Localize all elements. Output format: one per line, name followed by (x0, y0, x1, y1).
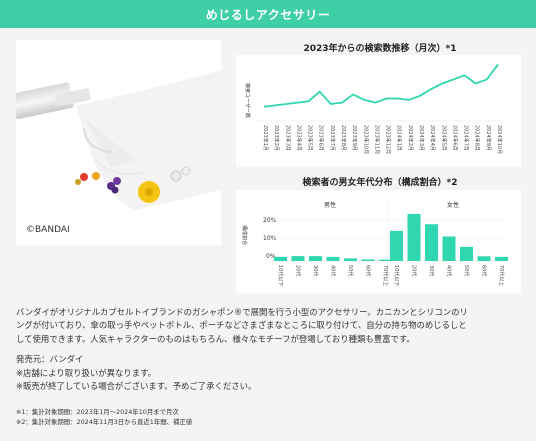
trend-xtick: 2023年7月 (329, 125, 336, 151)
age-xtick: 10代以下 (277, 265, 284, 286)
ytick-20: 20% (263, 217, 277, 224)
bar-female-6 (495, 256, 508, 261)
copyright-text: ©BANDAI (26, 225, 70, 235)
gender-chart: 構成割合 20% 10% 0% 男性 女性 10代以下 20代 30代 40代 50代 6… (236, 190, 521, 293)
bar-female-5 (477, 256, 491, 261)
bar-male-2 (309, 256, 322, 261)
age-xtick: 50代 (463, 265, 470, 276)
bar-male-3 (326, 256, 340, 261)
age-xtick: 30代 (312, 265, 319, 276)
age-xtick: 20代 (295, 265, 302, 276)
trend-xtick: 2023年1月 (262, 125, 269, 151)
footnote-2: ※2：集計対象期間：2024年11月3日から直近1年間、補正値 (16, 418, 193, 426)
trend-ylabel: 検索ユーザー数 (244, 83, 251, 118)
age-xtick: 60代 (481, 265, 488, 276)
age-xtick: 70代以上 (382, 265, 389, 286)
trend-xtick: 2023年5月 (307, 125, 314, 151)
gender-chart-svg: 構成割合 20% 10% 0% 男性 女性 10代以下 20代 30代 40代 50代 6… (241, 200, 508, 287)
header-bar: めじるしアクセサリー (0, 0, 536, 28)
age-xtick: 50代 (347, 265, 354, 276)
product-photo: ©BANDAI (16, 40, 221, 245)
footnote-1: ※1：集計対象期間：2023年1月〜2024年10月まで月次 (16, 408, 179, 416)
ytick-10: 10% (263, 235, 277, 242)
gender-ylabel: 構成割合 (241, 225, 248, 245)
trend-xtick: 2024年7月 (463, 125, 470, 151)
trend-xtick: 2023年2月 (273, 125, 280, 151)
gender-chart-title: 検索者の男女年代分布（構成割合）*2 (302, 178, 458, 188)
bar-female-4 (460, 246, 473, 261)
trend-xtick: 2024年5月 (440, 125, 447, 151)
age-xtick: 70代以上 (498, 265, 505, 286)
trend-chart-svg: 検索ユーザー数 2023年1月 2023年2月 2023年3月 2023年4月 2023… (244, 63, 504, 154)
bar-female-3 (442, 236, 456, 261)
age-xtick: 30代 (428, 265, 435, 276)
trend-xtick: 2023年10月 (362, 125, 369, 154)
bar-male-0 (274, 256, 287, 261)
trend-xtick: 2023年4月 (295, 125, 302, 151)
female-group-label: 女性 (447, 201, 459, 209)
trend-xtick: 2023年6月 (318, 125, 325, 151)
trend-xtick: 2024年4月 (429, 125, 436, 151)
trend-xtick: 2024年8月 (474, 125, 481, 151)
trend-xtick: 2024年6月 (451, 125, 458, 151)
bar-female-0 (390, 230, 403, 261)
product-illustration (16, 70, 221, 210)
age-xtick: 40代 (446, 265, 453, 276)
trend-xtick: 2024年3月 (418, 125, 425, 151)
seller-line-2: ※店舗により取り扱いが異なります。 (16, 367, 157, 378)
trend-xtick: 2023年12月 (385, 125, 392, 154)
trend-series-line (263, 63, 499, 108)
trend-xtick: 2024年1月 (396, 125, 403, 151)
age-xtick: 40代 (330, 265, 337, 276)
bar-male-1 (291, 256, 305, 261)
footnotes: ※1：集計対象期間：2023年1月〜2024年10月まで月次 ※2：集計対象期間… (16, 407, 192, 427)
seller-line-3: ※販売が終了している場合がございます。予めご了承ください。 (16, 381, 257, 391)
bar-male-4 (344, 258, 357, 261)
trend-chart-title: 2023年からの検索数推移（月次）*1 (303, 44, 457, 54)
age-xtick: 20代 (411, 265, 418, 276)
description-line-2: ングが付いており、傘の取っ手やペットボトル、ポーチなどさまざまなところに取り付け… (16, 320, 467, 331)
trend-xtick: 2023年9月 (351, 125, 358, 151)
trend-chart: 検索ユーザー数 2023年1月 2023年2月 2023年3月 2023年4月 2023… (236, 55, 521, 167)
trend-xtick: 2023年11月 (373, 125, 380, 154)
bar-female-1 (407, 213, 421, 261)
seller-info: 発売元：バンダイ ※店舗により取り扱いが異なります。 ※販売が終了している場合が… (16, 353, 256, 394)
trend-xtick: 2024年2月 (407, 125, 414, 151)
male-group-label: 男性 (324, 201, 336, 209)
trend-xtick: 2024年9月 (485, 125, 492, 151)
description: バンダイがオリジナルカプセルトイブランドのガシャポン®で展開を行う小型のアクセサ… (16, 306, 521, 346)
ytick-0: 0% (266, 253, 276, 260)
bar-female-2 (425, 224, 438, 261)
trend-xtick: 2023年3月 (284, 125, 291, 151)
bar-male-5 (361, 259, 375, 261)
trend-xtick: 2024年10月 (496, 125, 503, 154)
bar-male-6 (379, 259, 392, 261)
description-line-1: バンダイがオリジナルカプセルトイブランドのガシャポン®で展開を行う小型のアクセサ… (16, 307, 468, 317)
age-xtick: 60代 (365, 265, 372, 276)
page-title: めじるしアクセサリー (205, 7, 331, 22)
age-xtick: 10代以下 (393, 265, 400, 286)
description-line-3: して使用できます。人気キャラクターのものはもちろん、様々なモチーフが登場しており… (16, 333, 415, 344)
trend-xtick: 2023年8月 (340, 125, 347, 151)
seller-line-1: 発売元：バンダイ (16, 354, 84, 364)
